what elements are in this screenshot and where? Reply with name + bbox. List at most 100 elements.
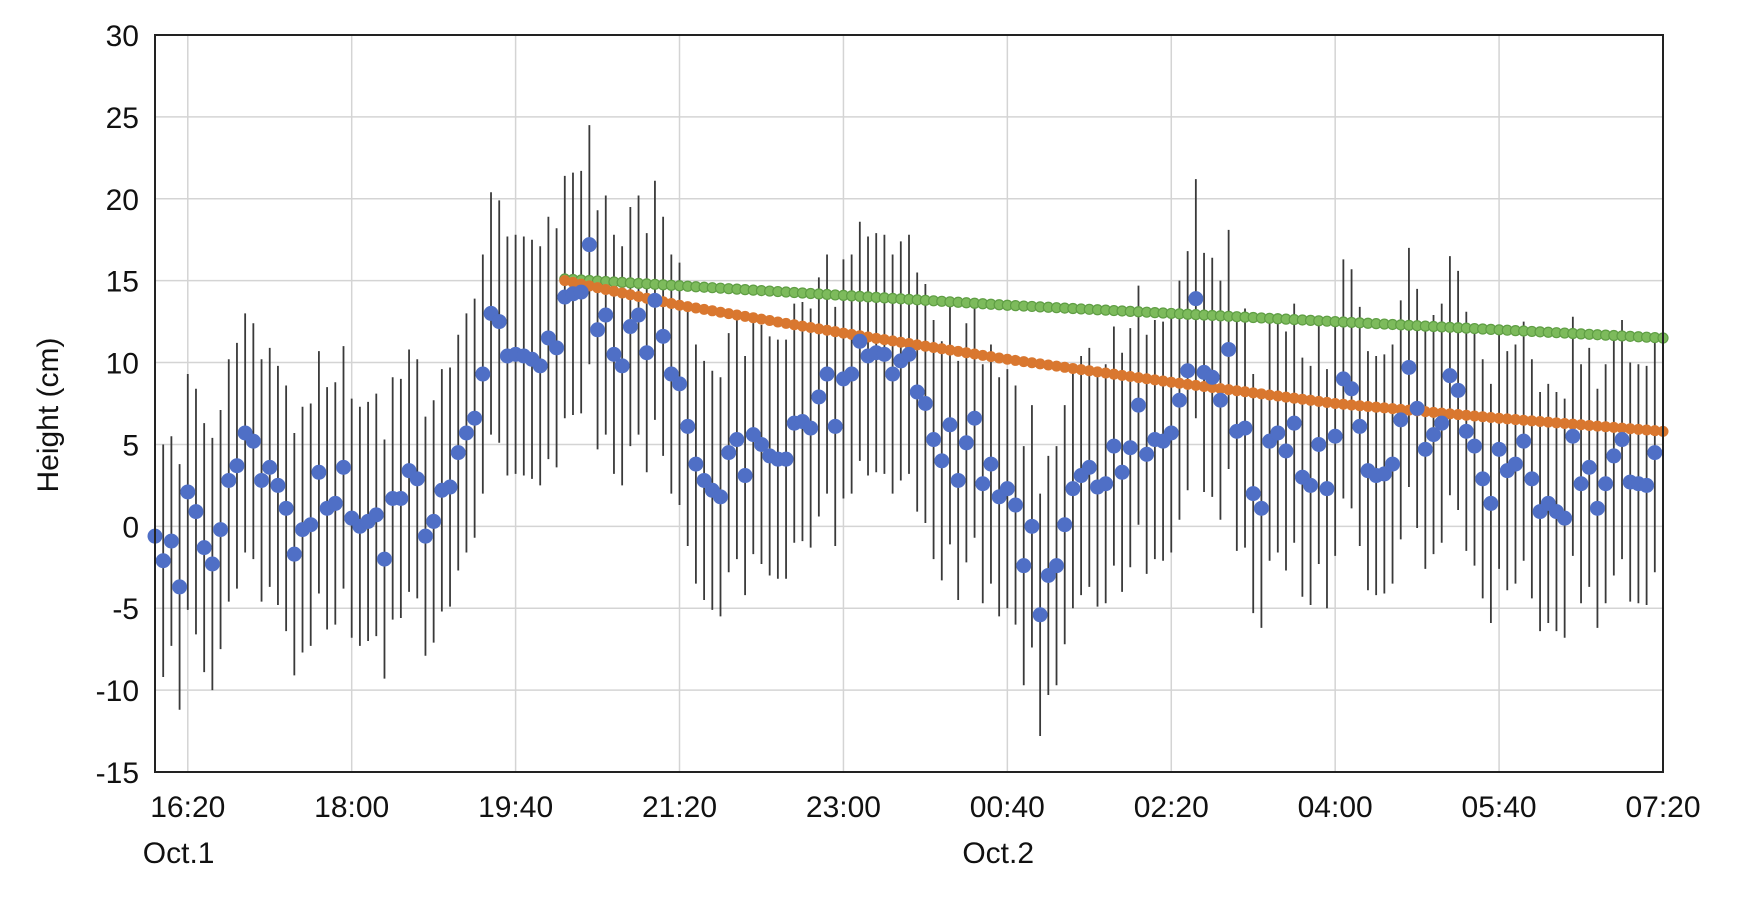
orange-fit-point [698, 303, 710, 315]
orange-fit-point [1649, 425, 1661, 437]
data-point [1065, 481, 1081, 497]
data-point [1130, 397, 1146, 413]
orange-fit-point [936, 343, 948, 355]
orange-fit-point [633, 290, 645, 302]
data-point [1016, 558, 1032, 574]
y-tick-labels: -15 -10 -5 0 5 10 15 20 25 30 [96, 20, 139, 790]
x-tick-label: 18:00 [314, 791, 389, 824]
orange-fit-point [1206, 382, 1218, 394]
data-point [1491, 441, 1507, 457]
data-point [1442, 368, 1458, 384]
data-point [975, 476, 991, 492]
data-point [1171, 392, 1187, 408]
orange-fit-point [1624, 423, 1636, 435]
data-point [1024, 518, 1040, 534]
data-point [278, 500, 294, 516]
orange-fit-point [690, 302, 702, 314]
y-tick-label: 5 [122, 429, 139, 462]
data-point [1098, 476, 1114, 492]
data-point [901, 346, 917, 362]
date-label: Oct.1 [143, 837, 215, 870]
data-point [1114, 464, 1130, 480]
data-point [1516, 433, 1532, 449]
data-point [163, 533, 179, 549]
orange-fit-point [1051, 360, 1063, 372]
y-tick-label: -10 [96, 675, 139, 708]
data-point [934, 453, 950, 469]
orange-fit-point [1116, 369, 1128, 381]
orange-fit-point [1059, 361, 1071, 373]
x-tick-label: 19:40 [478, 791, 553, 824]
orange-fit-point [1583, 419, 1595, 431]
data-point [926, 432, 942, 448]
data-point [1212, 392, 1228, 408]
orange-fit-point [837, 327, 849, 339]
data-point [1253, 500, 1269, 516]
data-point [1598, 476, 1614, 492]
data-point [1589, 500, 1605, 516]
orange-fit-point [1600, 421, 1612, 433]
data-point [999, 481, 1015, 497]
orange-fit-point [1370, 401, 1382, 413]
orange-fit-point [706, 305, 718, 317]
orange-fit-point [1329, 398, 1341, 409]
orange-fit-point [1190, 379, 1202, 391]
orange-fit-point [1378, 402, 1390, 414]
data-point [1573, 476, 1589, 492]
orange-fit-point [985, 351, 997, 363]
orange-fit-point [1362, 400, 1374, 412]
data-point [590, 322, 606, 338]
data-point [1524, 471, 1540, 487]
orange-fit-point [600, 283, 612, 295]
orange-fit-point [870, 332, 882, 344]
orange-fit-point [1067, 362, 1079, 374]
orange-fit-point [813, 323, 825, 335]
orange-fit-point [1641, 424, 1653, 436]
data-point [876, 346, 892, 362]
orange-fit-point [1608, 421, 1620, 433]
orange-fit-point [1428, 406, 1440, 418]
data-point [811, 389, 827, 405]
orange-fit-point [592, 282, 604, 294]
orange-fit-point [1223, 384, 1235, 396]
orange-fit-point [911, 339, 923, 351]
data-point [1401, 359, 1417, 375]
y-tick-label: 25 [106, 102, 139, 135]
data-point [1409, 400, 1425, 416]
data-point [950, 472, 966, 488]
orange-fit-point [1288, 392, 1300, 404]
orange-fit-point [1034, 358, 1046, 370]
x-tick-label: 02:20 [1134, 791, 1209, 824]
orange-fit-point [805, 322, 817, 334]
y-tick-label: 15 [106, 266, 139, 299]
plot-border [154, 34, 1664, 773]
y-tick-label: 0 [122, 511, 139, 544]
orange-fit-point [952, 345, 964, 357]
data-point [1385, 456, 1401, 472]
orange-fit-point [1124, 370, 1136, 382]
orange-fit-point [1534, 416, 1546, 428]
data-point [1237, 420, 1253, 436]
plot-frame [154, 34, 1664, 773]
data-point [639, 345, 655, 361]
data-point [172, 579, 188, 595]
orange-fit-point [1501, 413, 1513, 425]
data-point [188, 504, 204, 520]
y-axis-title: Height (cm) [32, 337, 65, 492]
orange-fit-point [1173, 377, 1185, 389]
data-point [245, 433, 261, 449]
orange-fit-point [1149, 374, 1161, 386]
orange-fit-point [928, 341, 940, 353]
data-point [819, 366, 835, 382]
orange-fit-point [944, 344, 956, 356]
data-point [680, 418, 696, 434]
data-point [1434, 415, 1450, 431]
data-point [778, 451, 794, 467]
orange-fit-point [1469, 410, 1480, 422]
orange-fit-point [1182, 378, 1194, 390]
orange-fit-point [1395, 403, 1407, 415]
x-tick-label: 07:20 [1625, 791, 1700, 824]
orange-fit-point [1001, 353, 1013, 365]
data-point [1376, 466, 1392, 482]
orange-fit-point [1296, 393, 1308, 405]
